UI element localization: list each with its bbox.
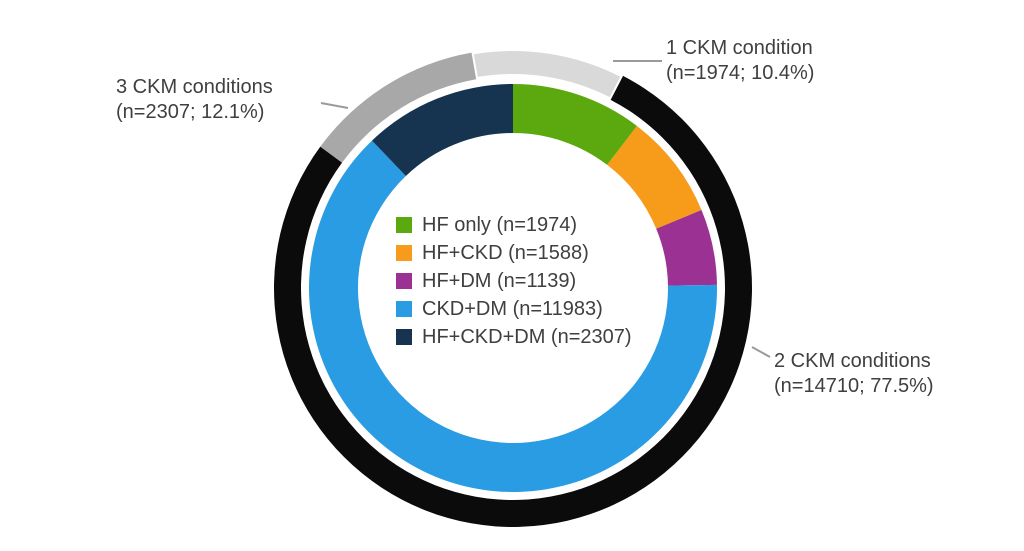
outer-segment-3-ckm-conditions bbox=[320, 52, 477, 163]
legend: HF only (n=1974) HF+CKD (n=1588) HF+DM (n=… bbox=[396, 211, 632, 351]
outer-segment-1-ckm-condition bbox=[469, 47, 626, 103]
callout-2-ckm-conditions: 2 CKM conditions (n=14710; 77.5%) bbox=[774, 349, 934, 399]
legend-item-ckd-dm: CKD+DM (n=11983) bbox=[396, 295, 632, 323]
inner-ring-condition-combos bbox=[309, 84, 718, 492]
legend-item-hf-only: HF only (n=1974) bbox=[396, 211, 632, 239]
callout-3-ckm-line1: 3 CKM conditions bbox=[116, 76, 273, 98]
legend-label: HF+DM (n=1139) bbox=[422, 269, 577, 292]
inner-segment-hf-ckd bbox=[607, 125, 702, 229]
callout-1-ckm-line1: 1 CKM condition bbox=[666, 37, 813, 59]
legend-item-hf-dm: HF+DM (n=1139) bbox=[396, 267, 632, 295]
leader-line-3-ckm bbox=[320, 102, 349, 109]
legend-swatch-hf-ckd bbox=[396, 245, 412, 261]
inner-segment-hf-ckd-dm bbox=[371, 84, 513, 176]
callout-3-ckm-conditions: 3 CKM conditions (n=2307; 12.1%) bbox=[116, 75, 273, 125]
legend-swatch-hf-ckd-dm bbox=[396, 329, 412, 345]
legend-label: CKD+DM (n=11983) bbox=[422, 297, 603, 320]
callout-3-ckm-line2: (n=2307; 12.1%) bbox=[116, 101, 265, 123]
legend-label: HF only (n=1974) bbox=[422, 213, 578, 236]
inner-segment-hf-only bbox=[513, 84, 637, 165]
legend-label: HF+CKD (n=1588) bbox=[422, 241, 589, 264]
inner-segment-hf-dm bbox=[656, 210, 717, 286]
legend-swatch-hf-only bbox=[396, 217, 412, 233]
leader-line-2-ckm bbox=[751, 346, 771, 358]
callout-2-ckm-line2: (n=14710; 77.5%) bbox=[774, 375, 934, 397]
callout-1-ckm-condition: 1 CKM condition (n=1974; 10.4%) bbox=[666, 36, 814, 86]
callout-1-ckm-line2: (n=1974; 10.4%) bbox=[666, 62, 815, 84]
inner-segment-ckd-dm bbox=[309, 140, 718, 492]
legend-label: HF+CKD+DM (n=2307) bbox=[422, 325, 632, 348]
leader-lines bbox=[320, 60, 771, 358]
legend-item-hf-ckd: HF+CKD (n=1588) bbox=[396, 239, 632, 267]
outer-ring-ckm-count bbox=[273, 47, 752, 527]
legend-swatch-hf-dm bbox=[396, 273, 412, 289]
legend-item-hf-ckd-dm: HF+CKD+DM (n=2307) bbox=[396, 323, 632, 351]
callout-2-ckm-line1: 2 CKM conditions bbox=[774, 350, 931, 372]
legend-swatch-ckd-dm bbox=[396, 301, 412, 317]
